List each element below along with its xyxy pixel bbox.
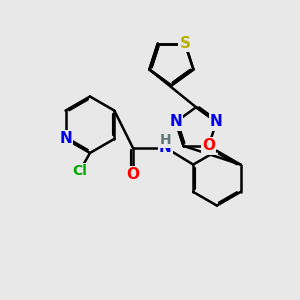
Text: N: N xyxy=(159,140,172,155)
Text: S: S xyxy=(179,36,191,51)
Text: N: N xyxy=(59,131,72,146)
Text: O: O xyxy=(126,167,139,182)
Text: O: O xyxy=(202,138,215,153)
Text: N: N xyxy=(210,115,223,130)
Text: H: H xyxy=(160,134,171,148)
Text: Cl: Cl xyxy=(72,164,87,178)
Text: N: N xyxy=(169,115,182,130)
